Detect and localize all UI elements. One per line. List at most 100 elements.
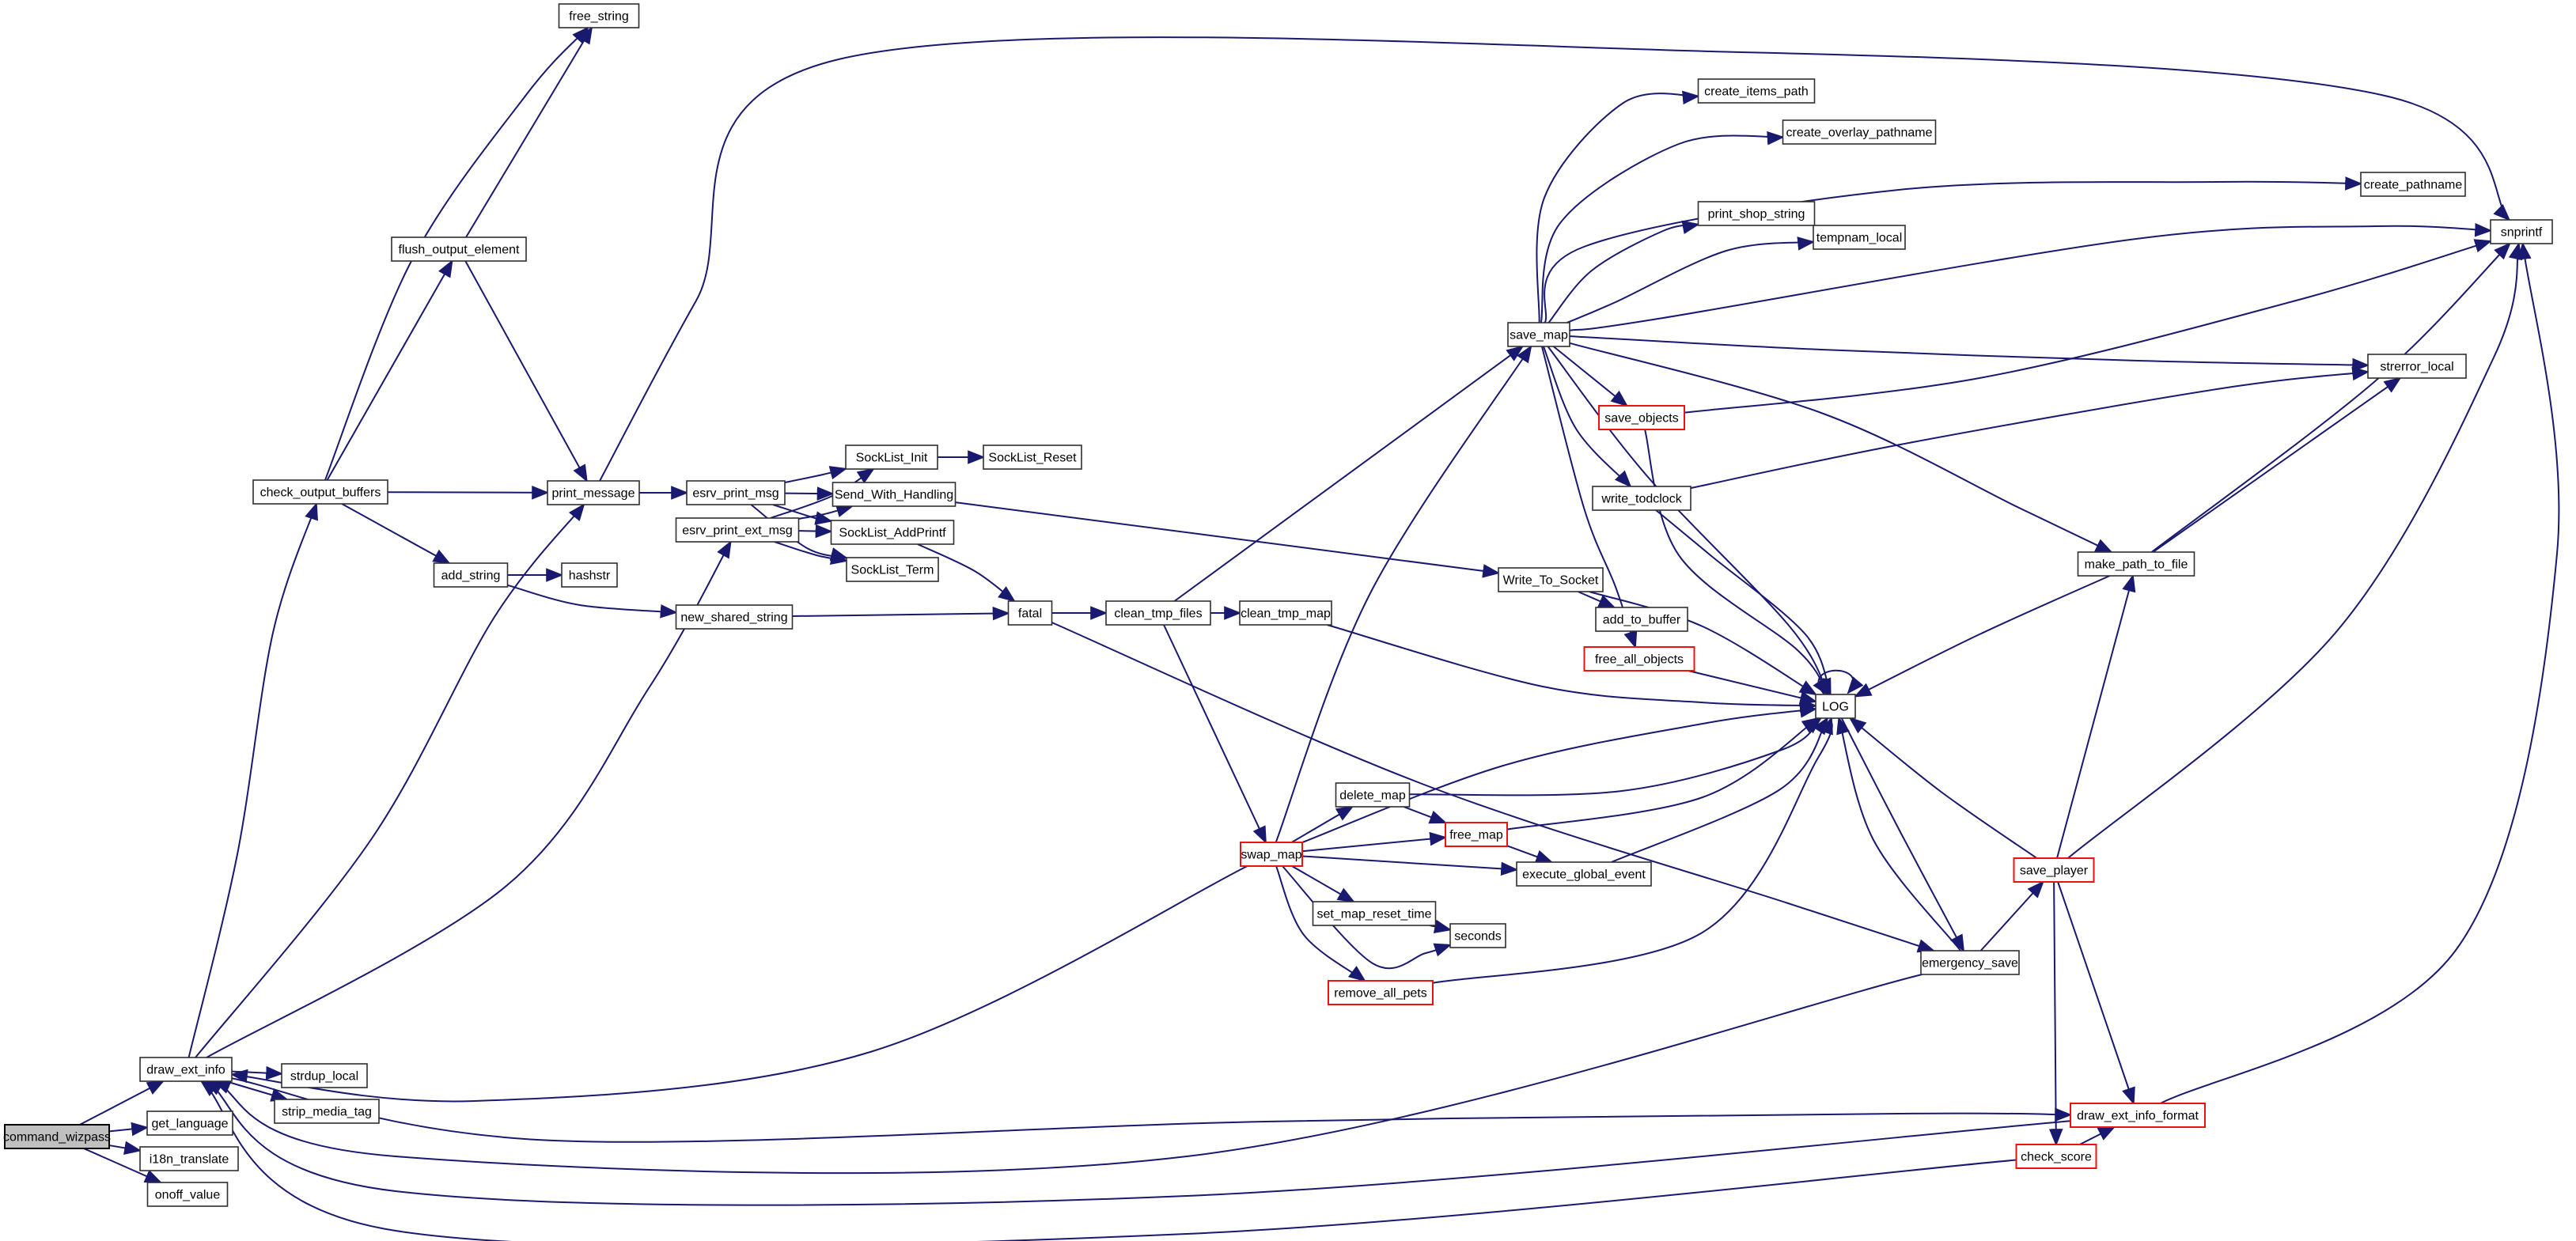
edge-esrv_print_ext_msg-Send_With_Handling bbox=[798, 504, 854, 520]
node-label-make_path_to_file: make_path_to_file bbox=[2085, 558, 2188, 572]
node-label-set_map_reset_time: set_map_reset_time bbox=[1317, 908, 1432, 921]
edge-esrv_print_msg-SockList_AddPrintf bbox=[772, 504, 833, 525]
edge-make_path_to_file-strerror_local bbox=[2152, 376, 2402, 553]
node-command_wizpass[interactable]: command_wizpass bbox=[3, 1124, 111, 1149]
node-label-save_map: save_map bbox=[1510, 329, 1568, 342]
node-label-onoff_value: onoff_value bbox=[155, 1189, 221, 1202]
node-new_shared_string[interactable]: new_shared_string bbox=[675, 604, 794, 630]
node-tempnam_local[interactable]: tempnam_local bbox=[1813, 225, 1906, 250]
node-print_message[interactable]: print_message bbox=[547, 480, 640, 505]
edge-emergency_save-draw_ext_info bbox=[213, 974, 1923, 1175]
node-SockList_AddPrintf[interactable]: SockList_AddPrintf bbox=[830, 520, 955, 545]
node-label-draw_ext_info: draw_ext_info bbox=[146, 1064, 225, 1077]
node-check_score[interactable]: check_score bbox=[2015, 1144, 2097, 1169]
edge-clean_tmp_files-swap_map bbox=[1163, 624, 1267, 844]
node-check_output_buffers[interactable]: check_output_buffers bbox=[252, 479, 388, 505]
node-free_map[interactable]: free_map bbox=[1445, 822, 1508, 847]
edge-save_objects-snprintf bbox=[1684, 239, 2493, 414]
node-add_to_buffer[interactable]: add_to_buffer bbox=[1595, 607, 1688, 632]
node-strip_media_tag[interactable]: strip_media_tag bbox=[274, 1099, 380, 1124]
node-label-save_player: save_player bbox=[2020, 865, 2089, 878]
node-label-i18n_translate: i18n_translate bbox=[150, 1153, 229, 1167]
node-save_map[interactable]: save_map bbox=[1507, 322, 1570, 347]
edge-add_string-new_shared_string bbox=[507, 584, 678, 619]
edge-swap_map-delete_map bbox=[1291, 805, 1354, 843]
node-label-clean_tmp_map: clean_tmp_map bbox=[1241, 607, 1331, 621]
edge-flush_output_element-free_string bbox=[465, 26, 593, 238]
node-execute_global_event[interactable]: execute_global_event bbox=[1516, 861, 1652, 887]
node-LOG[interactable]: LOG bbox=[1815, 694, 1856, 719]
edge-make_path_to_file-snprintf bbox=[2151, 242, 2511, 553]
node-free_all_objects[interactable]: free_all_objects bbox=[1583, 646, 1695, 672]
edge-save_objects-LOG bbox=[1644, 429, 1829, 696]
node-label-create_overlay_pathname: create_overlay_pathname bbox=[1786, 127, 1932, 140]
edge-save_player-check_score bbox=[2048, 881, 2063, 1147]
node-delete_map[interactable]: delete_map bbox=[1335, 782, 1411, 808]
node-draw_ext_info[interactable]: draw_ext_info bbox=[139, 1057, 233, 1082]
node-label-add_string: add_string bbox=[441, 569, 501, 583]
edge-check_score-draw_ext_info_format bbox=[2079, 1126, 2116, 1145]
edge-draw_ext_info_format-snprintf bbox=[2160, 241, 2560, 1104]
node-make_path_to_file[interactable]: make_path_to_file bbox=[2077, 551, 2195, 577]
node-clean_tmp_files[interactable]: clean_tmp_files bbox=[1105, 600, 1211, 626]
node-fatal[interactable]: fatal bbox=[1007, 600, 1053, 626]
node-SockList_Reset[interactable]: SockList_Reset bbox=[983, 445, 1082, 470]
node-esrv_print_ext_msg[interactable]: esrv_print_ext_msg bbox=[675, 517, 800, 543]
edge-swap_map-LOG bbox=[1301, 704, 1818, 844]
node-set_map_reset_time[interactable]: set_map_reset_time bbox=[1312, 901, 1437, 926]
node-strdup_local[interactable]: strdup_local bbox=[281, 1063, 368, 1088]
node-save_objects[interactable]: save_objects bbox=[1598, 405, 1685, 430]
node-label-snprintf: snprintf bbox=[2501, 226, 2543, 240]
node-strerror_local[interactable]: strerror_local bbox=[2367, 354, 2467, 379]
node-label-check_output_buffers: check_output_buffers bbox=[260, 486, 381, 500]
node-remove_all_pets[interactable]: remove_all_pets bbox=[1328, 980, 1434, 1005]
edge-fatal-emergency_save bbox=[1051, 622, 1936, 953]
node-snprintf[interactable]: snprintf bbox=[2490, 219, 2553, 244]
node-label-swap_map: swap_map bbox=[1241, 849, 1301, 862]
node-label-add_to_buffer: add_to_buffer bbox=[1603, 614, 1681, 627]
node-label-strdup_local: strdup_local bbox=[290, 1070, 358, 1084]
node-swap_map[interactable]: swap_map bbox=[1240, 842, 1303, 867]
node-emergency_save[interactable]: emergency_save bbox=[1920, 950, 2020, 975]
node-write_todclock[interactable]: write_todclock bbox=[1592, 486, 1691, 511]
node-Write_To_Socket[interactable]: Write_To_Socket bbox=[1498, 567, 1604, 592]
node-label-delete_map: delete_map bbox=[1339, 789, 1406, 803]
edge-free_map-LOG bbox=[1506, 717, 1820, 830]
node-SockList_Term[interactable]: SockList_Term bbox=[846, 557, 939, 582]
node-create_items_path[interactable]: create_items_path bbox=[1697, 78, 1816, 104]
node-SockList_Init[interactable]: SockList_Init bbox=[845, 445, 938, 470]
node-esrv_print_msg[interactable]: esrv_print_msg bbox=[686, 480, 786, 505]
node-flush_output_element[interactable]: flush_output_element bbox=[391, 236, 527, 262]
node-label-create_items_path: create_items_path bbox=[1704, 85, 1809, 99]
node-label-LOG: LOG bbox=[1822, 701, 1849, 714]
node-i18n_translate[interactable]: i18n_translate bbox=[139, 1146, 239, 1171]
node-print_shop_string[interactable]: print_shop_string bbox=[1697, 201, 1816, 226]
node-Send_With_Handling[interactable]: Send_With_Handling bbox=[832, 482, 957, 507]
edge-save_map-LOG bbox=[1547, 346, 1830, 696]
node-create_overlay_pathname[interactable]: create_overlay_pathname bbox=[1782, 119, 1937, 145]
node-seconds[interactable]: seconds bbox=[1449, 923, 1506, 948]
edge-save_map-tempnam_local bbox=[1566, 236, 1816, 323]
node-label-execute_global_event: execute_global_event bbox=[1522, 868, 1646, 882]
edge-new_shared_string-fatal bbox=[792, 606, 1010, 621]
node-label-strerror_local: strerror_local bbox=[2380, 361, 2453, 374]
edge-swap_map-save_map bbox=[1275, 345, 1532, 843]
node-draw_ext_info_format[interactable]: draw_ext_info_format bbox=[2070, 1103, 2206, 1128]
edge-SockList_AddPrintf-fatal bbox=[917, 543, 1016, 603]
node-clean_tmp_map[interactable]: clean_tmp_map bbox=[1239, 600, 1332, 626]
node-label-esrv_print_ext_msg: esrv_print_ext_msg bbox=[682, 524, 793, 538]
edge-swap_map-draw_ext_info bbox=[229, 865, 1248, 1103]
node-hashstr[interactable]: hashstr bbox=[561, 562, 618, 588]
edge-esrv_print_ext_msg-SockList_AddPrintf bbox=[798, 524, 833, 539]
node-create_pathname[interactable]: create_pathname bbox=[2360, 172, 2466, 197]
node-onoff_value[interactable]: onoff_value bbox=[146, 1182, 229, 1207]
node-save_player[interactable]: save_player bbox=[2013, 857, 2095, 883]
node-add_string[interactable]: add_string bbox=[433, 562, 509, 588]
edge-save_map-print_shop_string bbox=[1547, 220, 1700, 323]
edge-command_wizpass-get_language bbox=[108, 1122, 150, 1137]
node-free_string[interactable]: free_string bbox=[558, 3, 640, 28]
edge-execute_global_event-LOG bbox=[1611, 717, 1829, 863]
node-get_language[interactable]: get_language bbox=[146, 1110, 233, 1136]
edge-draw_ext_info-check_output_buffers bbox=[188, 501, 318, 1058]
